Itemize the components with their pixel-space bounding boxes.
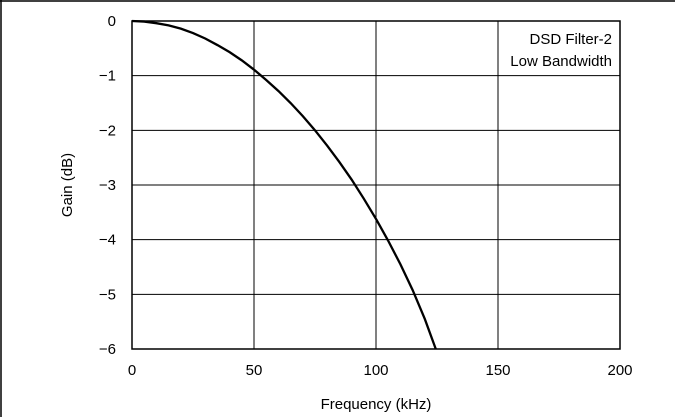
gain-curve-line bbox=[131, 19, 437, 350]
x-tick-label: 150 bbox=[485, 362, 510, 379]
x-axis-title: Frequency (kHz) bbox=[321, 396, 432, 413]
x-tick-label: 50 bbox=[246, 362, 263, 379]
y-tick-label: 0 bbox=[108, 13, 116, 30]
y-tick-label: −5 bbox=[99, 286, 116, 303]
y-tick-label: −4 bbox=[99, 232, 116, 249]
grid-lines bbox=[132, 21, 620, 349]
annotation-line-2: Low Bandwidth bbox=[510, 53, 612, 70]
x-tick-labels: 0 50 100 150 200 bbox=[128, 362, 633, 379]
y-tick-label: −1 bbox=[99, 68, 116, 85]
y-tick-labels: 0 −1 −2 −3 −4 −5 −6 bbox=[99, 13, 116, 358]
plot-area bbox=[131, 20, 621, 350]
y-tick-label: −2 bbox=[99, 122, 116, 139]
annotation-line-1: DSD Filter-2 bbox=[529, 31, 612, 48]
x-tick-label: 200 bbox=[607, 362, 632, 379]
x-tick-label: 100 bbox=[363, 362, 388, 379]
y-tick-label: −3 bbox=[99, 177, 116, 194]
x-tick-label: 0 bbox=[128, 362, 136, 379]
y-axis-title: Gain (dB) bbox=[59, 153, 76, 217]
y-tick-label: −6 bbox=[99, 341, 116, 358]
